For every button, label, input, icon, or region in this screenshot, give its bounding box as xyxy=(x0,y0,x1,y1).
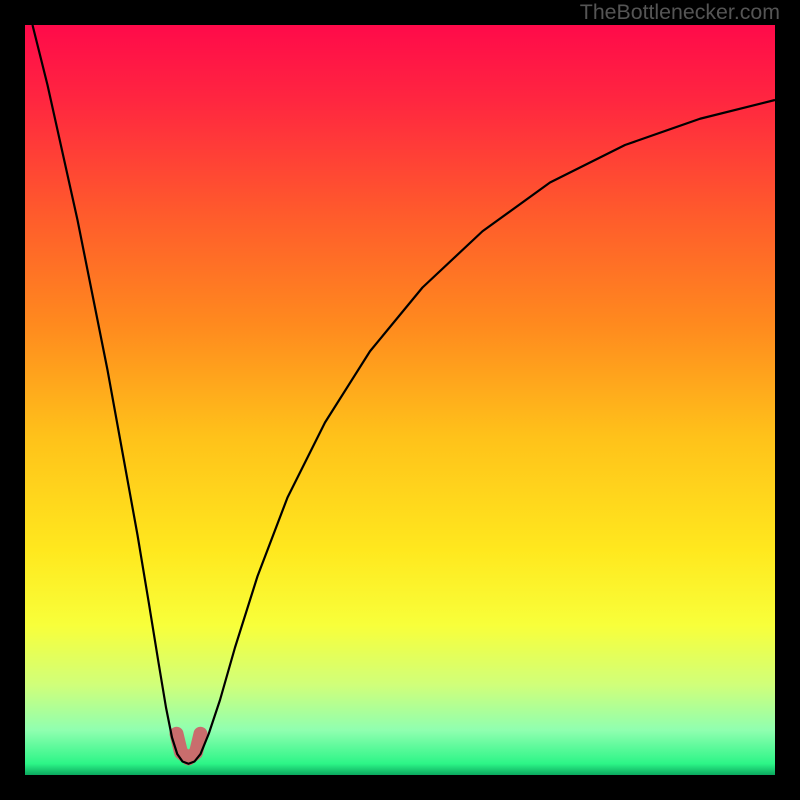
gradient-background xyxy=(25,25,775,775)
watermark-text: TheBottlenecker.com xyxy=(580,0,780,25)
bottleneck-chart xyxy=(0,0,800,800)
frame-right xyxy=(775,0,800,800)
frame-bottom xyxy=(0,775,800,800)
frame-left xyxy=(0,0,25,800)
chart-frame: TheBottlenecker.com xyxy=(0,0,800,800)
